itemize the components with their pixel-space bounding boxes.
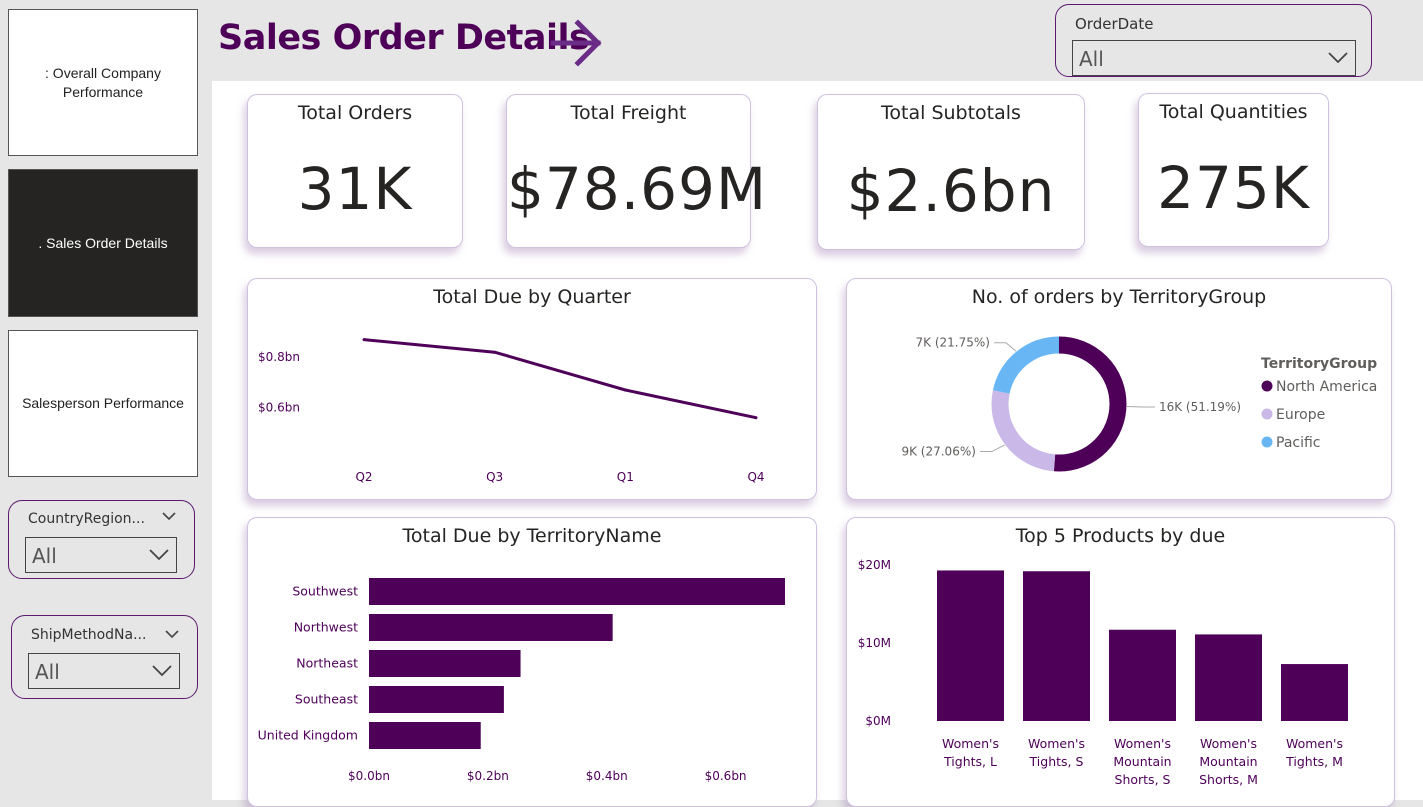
chevron-down-icon[interactable]: [165, 627, 179, 641]
kpi-value: $2.6bn: [818, 157, 1084, 225]
legend-item-label: North America: [1276, 379, 1377, 395]
x-tick-label: $0.4bn: [586, 769, 628, 783]
y-tick-label: $20M: [858, 558, 891, 572]
bar-category-label: Northeast: [296, 656, 358, 671]
bar: [369, 650, 521, 677]
slice-data-label: 16K (51.19%): [1159, 400, 1241, 414]
bar-category-label: United Kingdom: [258, 728, 358, 743]
kpi-title: Total Quantities: [1139, 101, 1328, 123]
data-point: [755, 416, 758, 419]
bar: [1109, 630, 1176, 721]
ship-method-slicer: ShipMethodNa... All: [11, 615, 198, 699]
x-tick-label: Q2: [355, 470, 372, 484]
kpi-total-freight[interactable]: Total Freight $78.69M: [506, 94, 751, 248]
bar-category-label: Northwest: [294, 620, 358, 635]
legend-marker: [1262, 381, 1273, 392]
chevron-down-icon: [151, 664, 173, 678]
country-region-slicer-title: CountryRegion...: [28, 511, 145, 527]
order-date-slicer-title: OrderDate: [1075, 15, 1153, 33]
nav-salesperson-performance[interactable]: Salesperson Performance: [8, 330, 198, 477]
line-chart-plot: $0.6bn $0.8bn Q2 Q3 Q1 Q4: [248, 279, 818, 501]
slice-data-label: 7K (21.75%): [916, 336, 990, 350]
ship-method-dropdown[interactable]: All: [28, 653, 180, 689]
slice-leader-line: [994, 343, 1016, 352]
arrow-right-icon[interactable]: [548, 18, 604, 68]
kpi-value: 275K: [1139, 154, 1328, 222]
bar: [1023, 571, 1090, 721]
bar: [937, 570, 1004, 721]
data-point: [493, 351, 496, 354]
legend-marker: [1262, 437, 1273, 448]
order-date-slicer: OrderDate All: [1055, 4, 1372, 77]
legend-marker: [1262, 409, 1273, 420]
legend-item-label: Europe: [1276, 407, 1325, 423]
data-point: [363, 338, 366, 341]
bar: [1195, 634, 1262, 721]
donut-chart-plot: 16K (51.19%) 9K (27.06%) 7K (21.75%) Territ…: [847, 279, 1393, 501]
bar-category-label: Southwest: [292, 584, 358, 599]
x-tick-label: $0.6bn: [705, 769, 747, 783]
slice-leader-line: [980, 445, 1005, 452]
bar: [369, 722, 481, 749]
slice-data-label: 9K (27.06%): [901, 445, 975, 459]
ship-method-value: All: [35, 660, 60, 684]
chevron-down-icon: [1327, 51, 1349, 65]
y-tick-label: $0.8bn: [258, 350, 300, 364]
chevron-down-icon[interactable]: [162, 509, 176, 523]
data-point: [624, 389, 627, 392]
bar: [369, 686, 504, 713]
country-region-dropdown[interactable]: All: [25, 537, 177, 573]
bar: [369, 578, 785, 605]
kpi-title: Total Orders: [248, 102, 462, 124]
order-date-dropdown[interactable]: All: [1072, 40, 1356, 76]
country-region-value: All: [32, 544, 57, 568]
ship-method-slicer-title: ShipMethodNa...: [31, 627, 146, 643]
legend-title: TerritoryGroup: [1261, 356, 1377, 372]
x-tick-label: Q1: [617, 470, 634, 484]
page-title: Sales Order Details: [218, 18, 589, 58]
x-tick-label: Q3: [486, 470, 503, 484]
kpi-value: $78.69M: [507, 155, 750, 223]
y-tick-label: $10M: [858, 636, 891, 650]
y-tick-label: $0.6bn: [258, 401, 300, 415]
chart-orders-by-territory-group[interactable]: No. of orders by TerritoryGroup 16K (51.…: [846, 278, 1392, 500]
country-region-slicer: CountryRegion... All: [8, 500, 195, 579]
bar-category-label: Southeast: [295, 692, 358, 707]
kpi-title: Total Subtotals: [818, 102, 1084, 124]
series-line: [364, 340, 756, 418]
x-tick-label: Q4: [747, 470, 764, 484]
kpi-title: Total Freight: [507, 102, 750, 124]
nav-sales-order-details[interactable]: . Sales Order Details: [8, 169, 198, 317]
kpi-total-subtotals[interactable]: Total Subtotals $2.6bn: [817, 94, 1085, 250]
y-tick-label: $0M: [865, 714, 891, 728]
chevron-down-icon: [148, 548, 170, 562]
x-tick-label: $0.0bn: [348, 769, 390, 783]
kpi-value: 31K: [248, 155, 462, 223]
hbar-chart-plot: Southwest Northwest Northeast Southeast Unit…: [248, 518, 818, 801]
kpi-total-orders[interactable]: Total Orders 31K: [247, 94, 463, 248]
kpi-total-quantities[interactable]: Total Quantities 275K: [1138, 93, 1329, 247]
x-tick-label: $0.2bn: [467, 769, 509, 783]
bar: [1281, 664, 1348, 721]
nav-overall-company-performance[interactable]: : Overall Company Performance: [8, 9, 198, 156]
bar: [369, 614, 613, 641]
order-date-value: All: [1079, 47, 1104, 71]
legend-item-label: Pacific: [1276, 435, 1321, 451]
